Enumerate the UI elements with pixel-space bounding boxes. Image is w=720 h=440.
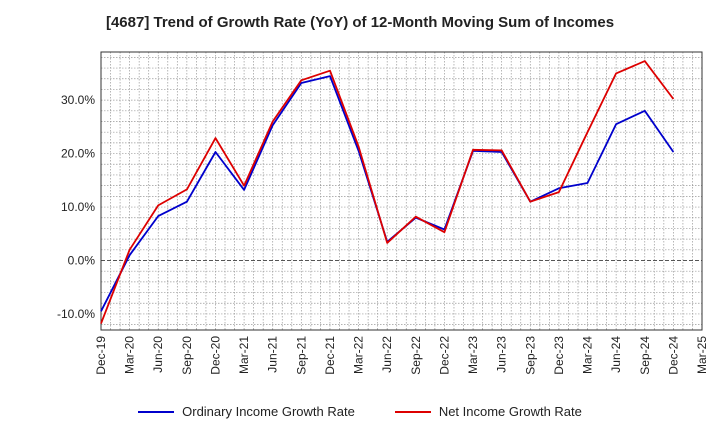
x-tick-label: Jun-20: [151, 336, 165, 373]
grid: [100, 52, 703, 330]
y-tick-label: -10.0%: [57, 307, 95, 321]
y-tick-label: 30.0%: [61, 93, 95, 107]
x-tick-label: Dec-21: [323, 336, 337, 375]
legend-label-ordinary: Ordinary Income Growth Rate: [182, 404, 355, 419]
chart-title: [4687] Trend of Growth Rate (YoY) of 12-…: [105, 14, 615, 31]
legend: Ordinary Income Growth Rate Net Income G…: [0, 404, 720, 419]
legend-item-net: Net Income Growth Rate: [394, 404, 582, 419]
y-tick-label: 10.0%: [61, 200, 95, 214]
x-tick-label: Jun-22: [380, 336, 394, 373]
x-tick-label: Jun-23: [495, 336, 509, 373]
x-tick-label: Sep-23: [523, 336, 537, 375]
legend-swatch-ordinary: [138, 410, 175, 413]
x-tick-label: Mar-20: [123, 336, 137, 374]
x-tick-label: Dec-22: [437, 336, 451, 375]
x-tick-label: Mar-23: [466, 336, 480, 374]
y-tick-label: 20.0%: [61, 147, 95, 161]
x-tick-label: Dec-19: [94, 336, 108, 375]
legend-item-ordinary: Ordinary Income Growth Rate: [138, 404, 355, 419]
x-tick-label: Dec-23: [552, 336, 566, 375]
x-tick-label: Mar-21: [237, 336, 251, 374]
x-tick-label: Dec-24: [666, 336, 680, 375]
y-tick-label: 0.0%: [68, 254, 96, 268]
x-tick-label: Jun-24: [609, 336, 623, 373]
x-tick-label: Mar-25: [695, 336, 709, 374]
plot-frame: [100, 51, 703, 331]
axes: -10.0% 0.0% 10.0% 20.0% 30.0% Dec-19 Mar-20 Jun…: [57, 51, 709, 375]
x-tick-label: Mar-24: [581, 336, 595, 374]
x-tick-label: Sep-24: [638, 336, 652, 375]
x-tick-label: Dec-20: [208, 336, 222, 375]
series-line-net: [100, 60, 675, 324]
legend-label-net: Net Income Growth Rate: [438, 404, 582, 419]
x-tick-label: Sep-21: [294, 336, 308, 375]
series-lines: [100, 60, 675, 324]
x-tick-label: Mar-22: [352, 336, 366, 374]
x-tick-label: Sep-22: [409, 336, 423, 375]
x-tick-label: Jun-21: [266, 336, 280, 373]
x-tick-label: Sep-20: [180, 336, 194, 375]
legend-swatch-net: [394, 410, 431, 413]
